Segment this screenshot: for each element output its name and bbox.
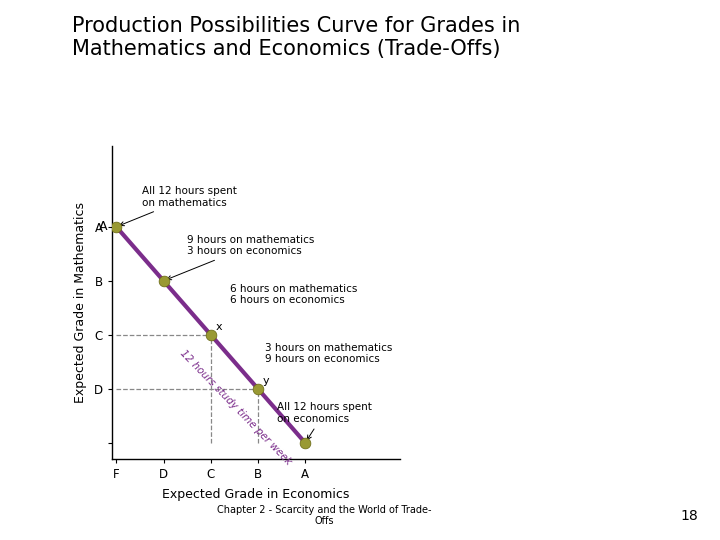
Text: Chapter 2 - Scarcity and the World of Trade-
Offs: Chapter 2 - Scarcity and the World of Tr… — [217, 505, 431, 526]
Text: All 12 hours spent
on mathematics: All 12 hours spent on mathematics — [120, 186, 237, 226]
Point — [205, 330, 217, 339]
X-axis label: Expected Grade in Economics: Expected Grade in Economics — [162, 488, 349, 501]
Text: 9 hours on mathematics
3 hours on economics: 9 hours on mathematics 3 hours on econom… — [167, 235, 315, 280]
Text: 6 hours on mathematics
6 hours on economics: 6 hours on mathematics 6 hours on econom… — [230, 284, 357, 305]
Text: Production Possibilities Curve for Grades in
Mathematics and Economics (Trade-Of: Production Possibilities Curve for Grade… — [72, 16, 521, 59]
Point — [158, 276, 169, 285]
Point — [252, 384, 264, 393]
Text: 18: 18 — [680, 509, 698, 523]
Text: A: A — [99, 220, 108, 233]
Point — [300, 438, 311, 447]
Text: x: x — [215, 322, 222, 333]
Y-axis label: Expected Grade in Mathematics: Expected Grade in Mathematics — [73, 202, 86, 403]
Text: 3 hours on mathematics
9 hours on economics: 3 hours on mathematics 9 hours on econom… — [265, 343, 392, 364]
Text: 12 hours study time per week: 12 hours study time per week — [178, 348, 293, 467]
Text: y: y — [263, 376, 269, 387]
Point — [111, 222, 122, 231]
Text: All 12 hours spent
on economics: All 12 hours spent on economics — [277, 402, 372, 440]
